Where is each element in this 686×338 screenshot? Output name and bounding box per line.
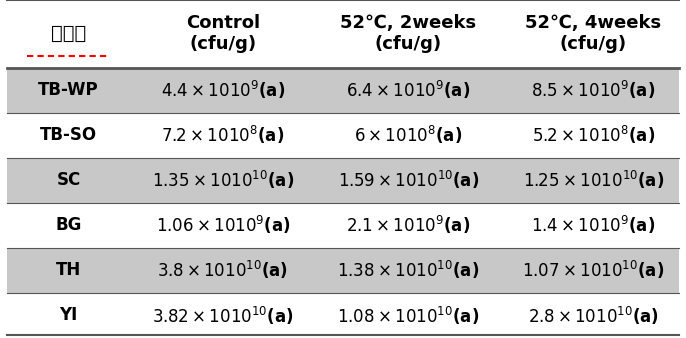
Text: $2.8\times1010^{10}$(a): $2.8\times1010^{10}$(a) xyxy=(528,305,659,327)
Text: TB-WP: TB-WP xyxy=(38,81,99,99)
Text: $3.8\times1010^{10}$(a): $3.8\times1010^{10}$(a) xyxy=(157,259,289,282)
FancyBboxPatch shape xyxy=(7,203,679,248)
Text: 교주명: 교주명 xyxy=(51,24,86,43)
Text: $1.25\times1010^{10}$(a): $1.25\times1010^{10}$(a) xyxy=(523,169,664,191)
Text: $1.38\times1010^{10}$(a): $1.38\times1010^{10}$(a) xyxy=(337,259,480,282)
Text: $1.08\times1010^{10}$(a): $1.08\times1010^{10}$(a) xyxy=(337,305,480,327)
Text: $7.2\times1010^{8}$(a): $7.2\times1010^{8}$(a) xyxy=(161,124,285,146)
Text: $8.5\times1010^{9}$(a): $8.5\times1010^{9}$(a) xyxy=(531,79,656,101)
Text: $1.06\times1010^{9}$(a): $1.06\times1010^{9}$(a) xyxy=(156,214,290,236)
Text: BG: BG xyxy=(56,216,82,234)
Text: $6.4\times1010^{9}$(a): $6.4\times1010^{9}$(a) xyxy=(346,79,471,101)
FancyBboxPatch shape xyxy=(7,113,679,158)
Text: $5.2\times1010^{8}$(a): $5.2\times1010^{8}$(a) xyxy=(532,124,655,146)
Text: $1.59\times1010^{10}$(a): $1.59\times1010^{10}$(a) xyxy=(338,169,479,191)
Text: $1.35\times1010^{10}$(a): $1.35\times1010^{10}$(a) xyxy=(152,169,294,191)
Text: $4.4\times1010^{9}$(a): $4.4\times1010^{9}$(a) xyxy=(161,79,285,101)
Text: $1.07\times1010^{10}$(a): $1.07\times1010^{10}$(a) xyxy=(522,259,665,282)
FancyBboxPatch shape xyxy=(7,293,679,338)
Text: 52℃, 2weeks
(cfu/g): 52℃, 2weeks (cfu/g) xyxy=(340,15,476,53)
Text: $6\times1010^{8}$(a): $6\times1010^{8}$(a) xyxy=(354,124,462,146)
Text: SC: SC xyxy=(56,171,81,189)
Text: $3.82\times1010^{10}$(a): $3.82\times1010^{10}$(a) xyxy=(152,305,294,327)
Text: Control
(cfu/g): Control (cfu/g) xyxy=(186,15,260,53)
Text: YI: YI xyxy=(60,307,78,324)
Text: $2.1\times1010^{9}$(a): $2.1\times1010^{9}$(a) xyxy=(346,214,471,236)
FancyBboxPatch shape xyxy=(7,68,679,113)
Text: TB-SO: TB-SO xyxy=(40,126,97,144)
FancyBboxPatch shape xyxy=(7,248,679,293)
Text: 52℃, 4weeks
(cfu/g): 52℃, 4weeks (cfu/g) xyxy=(525,15,661,53)
FancyBboxPatch shape xyxy=(7,158,679,203)
Text: TH: TH xyxy=(56,261,81,280)
Text: $1.4\times1010^{9}$(a): $1.4\times1010^{9}$(a) xyxy=(531,214,656,236)
FancyBboxPatch shape xyxy=(7,0,679,68)
